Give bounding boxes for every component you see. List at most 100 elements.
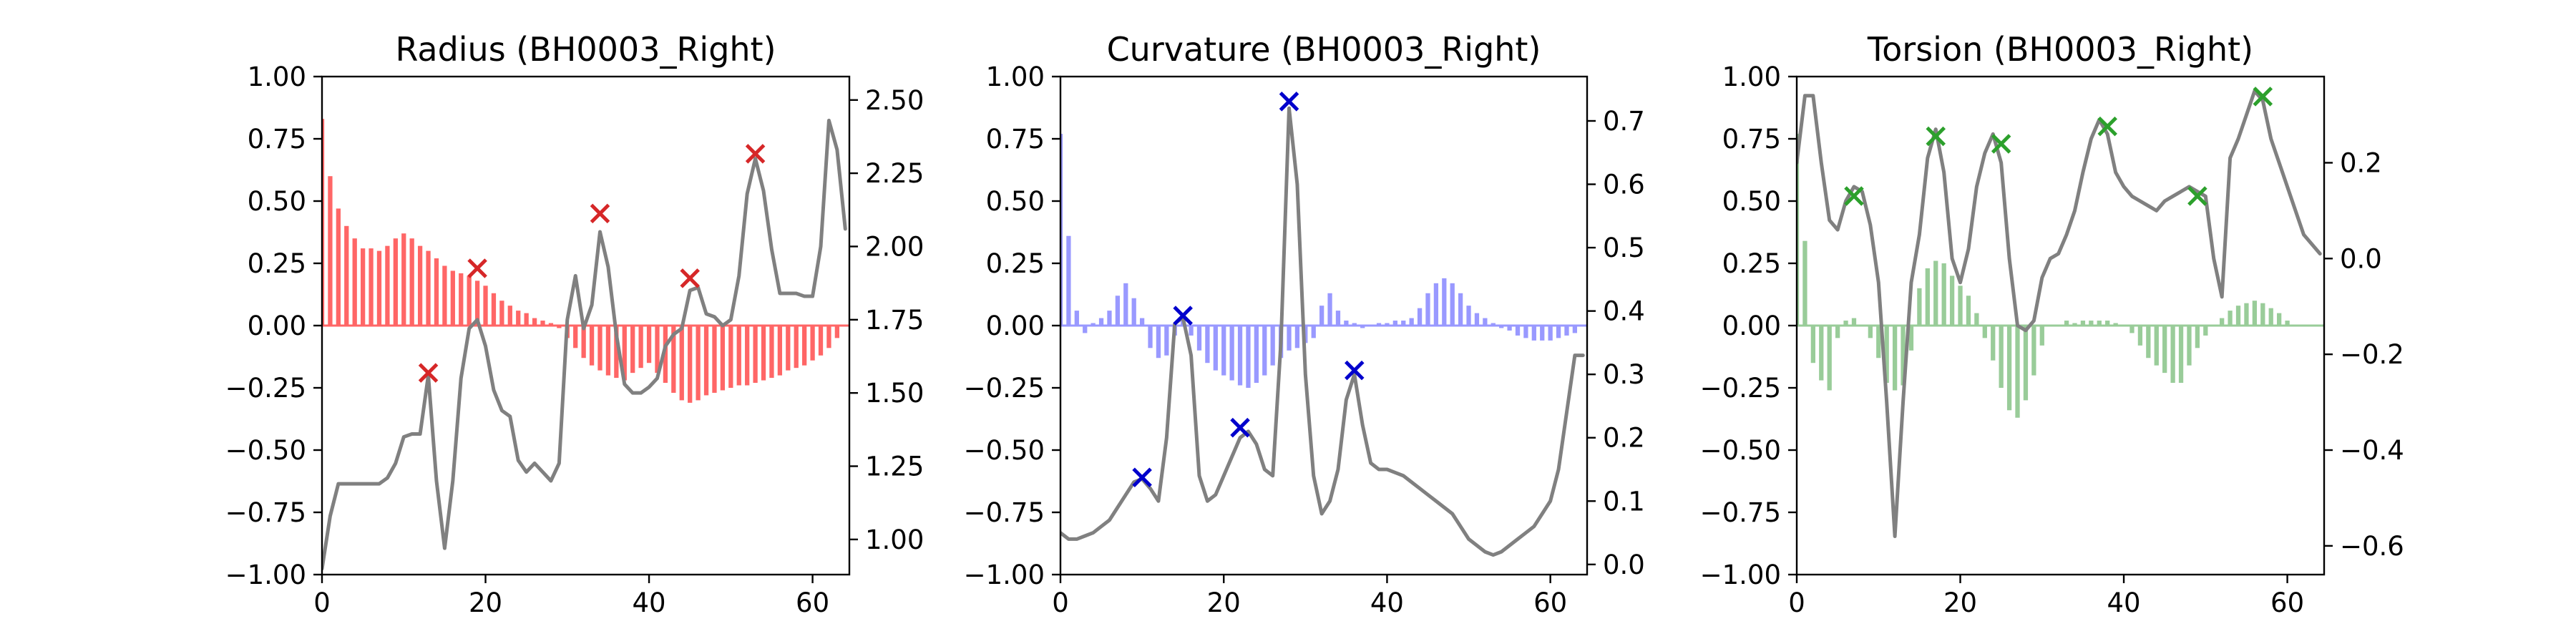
- y2-tick-label: 0.5: [1603, 233, 1645, 263]
- bar: [1237, 326, 1243, 386]
- y-tick-label: −0.75: [1700, 497, 1781, 528]
- bar: [1123, 283, 1128, 326]
- bar: [2203, 326, 2208, 336]
- bar: [1139, 318, 1145, 326]
- bar: [786, 326, 791, 371]
- y-tick-label: 0.25: [248, 248, 306, 279]
- bar: [1115, 296, 1121, 326]
- peak-marker: [1132, 467, 1152, 488]
- bar: [1556, 326, 1561, 338]
- bar: [434, 258, 439, 326]
- bar: [2023, 326, 2029, 401]
- bar: [1901, 326, 1906, 386]
- bar: [2260, 303, 2265, 326]
- bar: [1564, 326, 1569, 336]
- bar: [614, 326, 619, 379]
- bar: [2097, 321, 2102, 326]
- bar: [826, 326, 831, 348]
- y2-tick-label: 0.0: [2340, 243, 2382, 274]
- bar: [1442, 278, 1447, 326]
- bar: [736, 326, 741, 386]
- bar: [581, 326, 586, 358]
- bar: [769, 326, 774, 379]
- bar: [1376, 323, 1382, 326]
- y-tick-label: 0.50: [1722, 186, 1781, 217]
- y-tick-label: 1.00: [248, 62, 306, 92]
- bar: [1074, 311, 1079, 326]
- bar: [2080, 321, 2086, 326]
- x-tick-label: 0: [1788, 587, 1805, 618]
- y2-tick-label: 0.4: [1603, 296, 1645, 327]
- bar: [646, 326, 652, 364]
- bar: [605, 326, 611, 376]
- bar: [450, 270, 455, 326]
- bar: [328, 176, 333, 326]
- bar: [417, 245, 423, 326]
- x-tick-label: 20: [469, 587, 502, 618]
- y2-tick-label: −0.2: [2340, 339, 2404, 370]
- bar: [516, 311, 521, 326]
- peak-marker: [2187, 186, 2207, 206]
- peak-marker: [1844, 186, 1864, 206]
- bar: [1958, 286, 1963, 326]
- y-tick-label: −0.75: [225, 497, 306, 528]
- bar: [352, 238, 357, 326]
- bar: [655, 326, 660, 374]
- bar: [1335, 311, 1341, 326]
- bar: [483, 286, 488, 326]
- bar: [409, 238, 414, 326]
- y-tick-label: 0.25: [1722, 248, 1781, 279]
- y2-tick-label: 1.50: [865, 378, 924, 409]
- bar: [507, 306, 512, 326]
- chart-panel: Radius (BH0003_Right) 0 20 40 60 −1.00 −0.75 −0…: [225, 30, 924, 618]
- peak-marker: [2253, 87, 2273, 107]
- plot-area: [322, 118, 849, 571]
- bar: [1360, 326, 1365, 328]
- bar: [2228, 311, 2233, 326]
- peak-marker: [1345, 360, 1365, 381]
- bar: [2187, 326, 2192, 366]
- bar: [1213, 326, 1218, 371]
- peak-marker: [418, 363, 439, 383]
- y-tick-label: −0.50: [964, 435, 1045, 466]
- bar: [1148, 326, 1153, 348]
- bar: [2178, 326, 2184, 384]
- y-tick-label: 0.50: [986, 186, 1045, 217]
- bar: [1991, 326, 1996, 361]
- bar: [2129, 326, 2135, 333]
- peak-marker: [680, 268, 700, 288]
- bar: [1540, 326, 1545, 341]
- bar: [344, 225, 349, 326]
- y-tick-label: −0.25: [1700, 373, 1781, 404]
- bar: [1868, 326, 1873, 338]
- y2-tick-label: 1.25: [865, 452, 924, 482]
- bar: [630, 326, 635, 374]
- chart-panel: Curvature (BH0003_Right) 0 20 40 60 −1.00 −0.7…: [964, 30, 1645, 618]
- bar: [810, 326, 815, 361]
- bar: [1254, 326, 1259, 384]
- x-tick-label: 40: [633, 587, 666, 618]
- y-tick-label: 0.00: [248, 311, 306, 341]
- bar: [1483, 318, 1488, 326]
- bar: [1966, 296, 1971, 326]
- bar: [818, 326, 824, 356]
- bar: [1066, 235, 1071, 326]
- bar: [1925, 268, 1930, 326]
- bar: [1999, 326, 2004, 388]
- y-tick-label: −0.50: [1700, 435, 1781, 466]
- bar: [761, 326, 766, 381]
- bar: [2089, 321, 2094, 326]
- bar: [728, 326, 733, 388]
- bar: [1417, 308, 1423, 326]
- bar: [1294, 326, 1300, 348]
- bar: [1287, 326, 1292, 351]
- bar: [474, 280, 480, 326]
- bar: [1091, 323, 1096, 326]
- bar: [1499, 326, 1504, 328]
- bar: [2072, 323, 2077, 326]
- chart-title: Curvature (BH0003_Right): [1107, 30, 1541, 69]
- bar: [2015, 326, 2020, 418]
- bar: [360, 248, 366, 326]
- peak-marker: [590, 203, 610, 224]
- peak-marker: [1991, 134, 2011, 154]
